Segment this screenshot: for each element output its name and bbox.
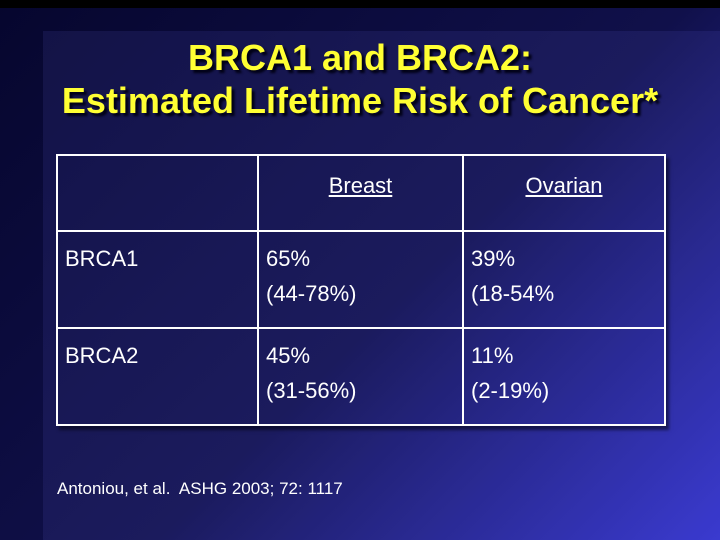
brca1-breast-value: 65% — [266, 246, 311, 271]
cell-brca1-breast: 65% (44-78%) — [257, 230, 464, 329]
table-row-brca2: BRCA2 45% (31-56%) 11% (2-19%) — [56, 327, 666, 426]
slide-title-line2: Estimated Lifetime Risk of Cancer* — [61, 80, 659, 121]
brca1-breast-range: (44-78%) — [266, 281, 357, 306]
table-row-brca1: BRCA1 65% (44-78%) 39% (18-54% — [56, 230, 666, 329]
gene-label-brca1: BRCA1 — [56, 230, 259, 329]
brca2-ovarian-value: 11% — [471, 343, 514, 368]
top-black-bar — [0, 0, 720, 8]
slide-title: BRCA1 and BRCA2: Estimated Lifetime Risk… — [0, 36, 720, 122]
citation-text: Antoniou, et al. ASHG 2003; 72: 1117 — [57, 479, 343, 498]
brca2-breast-range: (31-56%) — [266, 378, 357, 403]
header-cell-breast: Breast — [257, 154, 464, 232]
header-label-ovarian: Ovarian — [525, 173, 603, 198]
risk-table: Breast Ovarian BRCA1 65% (44-78%) 39% (1… — [56, 154, 666, 426]
cell-brca1-ovarian: 39% (18-54% — [462, 230, 666, 329]
header-label-breast: Breast — [328, 173, 393, 198]
cell-brca2-breast: 45% (31-56%) — [257, 327, 464, 426]
brca1-ovarian-range: (18-54% — [471, 281, 555, 306]
table-header-row: Breast Ovarian — [56, 154, 666, 232]
header-cell-empty — [56, 154, 259, 232]
header-cell-ovarian: Ovarian — [462, 154, 666, 232]
cell-brca2-ovarian: 11% (2-19%) — [462, 327, 666, 426]
brca2-ovarian-range: (2-19%) — [471, 378, 550, 403]
slide-title-line1: BRCA1 and BRCA2: — [187, 37, 533, 78]
brca1-ovarian-value: 39% — [471, 246, 516, 271]
gene-label-brca2: BRCA2 — [56, 327, 259, 426]
brca2-breast-value: 45% — [266, 343, 311, 368]
